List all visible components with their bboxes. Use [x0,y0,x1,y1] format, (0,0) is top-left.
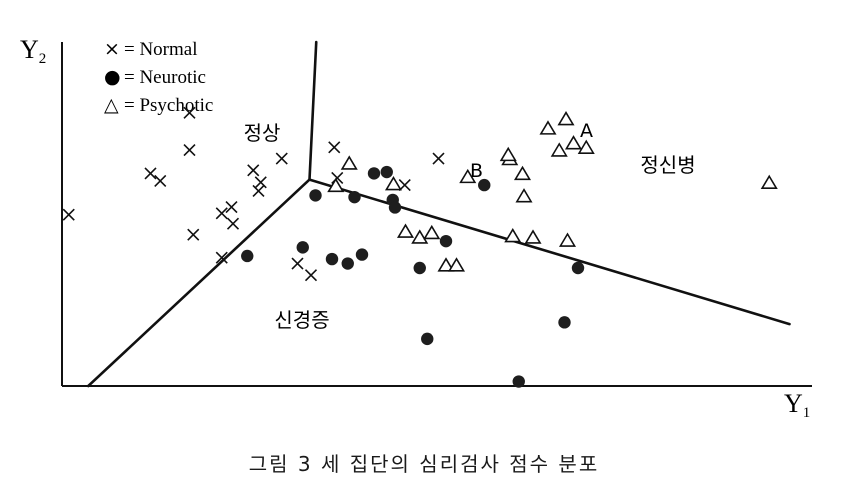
psychotic-point [384,176,403,191]
psychotic-point [437,257,455,272]
neurotic-point [348,190,361,204]
psychotic-point [447,257,466,272]
normal-point [328,141,341,154]
legend-label-neurotic: = Neurotic [124,67,206,88]
normal-point [154,174,167,188]
normal-point [254,176,267,189]
neurotic-point [325,252,339,266]
psychotic-point [423,224,441,240]
normal-point [432,152,445,165]
neurotic-point [296,241,309,254]
neurotic-point [413,261,426,275]
neurotic-point [558,316,571,329]
neurotic-point [571,261,585,275]
legend-marker-normal: × [104,38,120,60]
normal-point [215,251,228,264]
normal-point [226,217,240,230]
neurotic-point [380,165,393,179]
neurotic-point [512,375,525,388]
psychotic-point [411,229,429,244]
region-label-normal: 정상 [244,121,281,145]
normal-point [183,143,196,157]
psychotic-point [396,223,415,238]
decision-boundaries [86,40,791,388]
psychotic-point [557,111,575,126]
normal-point [62,208,75,221]
normal-point [304,269,318,282]
x-axis-label: Y1 [784,389,810,421]
boundary-normal-neurotic [86,178,311,388]
legend: × = Normal ● = Neurotic △ = Psychotic [104,38,213,116]
psychotic-point [539,120,557,135]
region-label-psychosis: 정신병 [640,153,695,177]
neurotic-point [478,178,491,192]
neurotic-point [421,332,434,346]
neurotic-point [241,249,254,263]
boundary-neurotic-psychotic [308,178,791,326]
neurotic-point [309,189,322,202]
psychotic-point [340,155,358,170]
neurotic-point [341,257,354,270]
legend-marker-psychotic: △ [104,94,119,116]
psychotic-point [564,135,583,150]
normal-point [183,106,196,119]
psychotic-point [577,139,595,154]
psychotic-point [513,165,532,181]
neurotic-point [388,201,402,214]
psychotic-point [499,146,517,162]
normal-point [398,179,411,192]
psychotic-point [760,174,778,190]
psychotic-point [550,142,568,157]
region-label-neurosis: 신경증 [274,308,329,332]
y-axis-label: Y2 [20,35,46,67]
legend-label-normal: = Normal [124,39,198,60]
normal-point [215,207,228,220]
figure-caption: 그림 3 세 집단의 심리검사 점수 분포 [248,452,600,476]
legend-label-psychotic: = Psychotic [124,95,213,116]
neurotic-point [439,234,453,248]
neurotic-point [367,167,381,180]
normal-point [275,152,288,165]
normal-point [187,228,200,241]
psychotic-point [504,227,522,243]
data-points [62,106,778,388]
psychotic-point [524,229,542,244]
normal-point [225,201,238,214]
boundary-normal-psychotic [308,40,318,181]
neurotic-point [355,248,369,261]
psychotic-point [515,188,533,203]
normal-point [252,184,265,198]
point-label-b: B [470,160,483,182]
normal-point [291,257,304,270]
psychotic-point [459,168,477,184]
normal-point [247,164,260,177]
psychotic-point [558,232,577,247]
legend-marker-neurotic: ● [104,66,121,88]
point-label-a: A [580,120,593,142]
psychotic-point [327,177,345,193]
normal-point [144,167,157,180]
